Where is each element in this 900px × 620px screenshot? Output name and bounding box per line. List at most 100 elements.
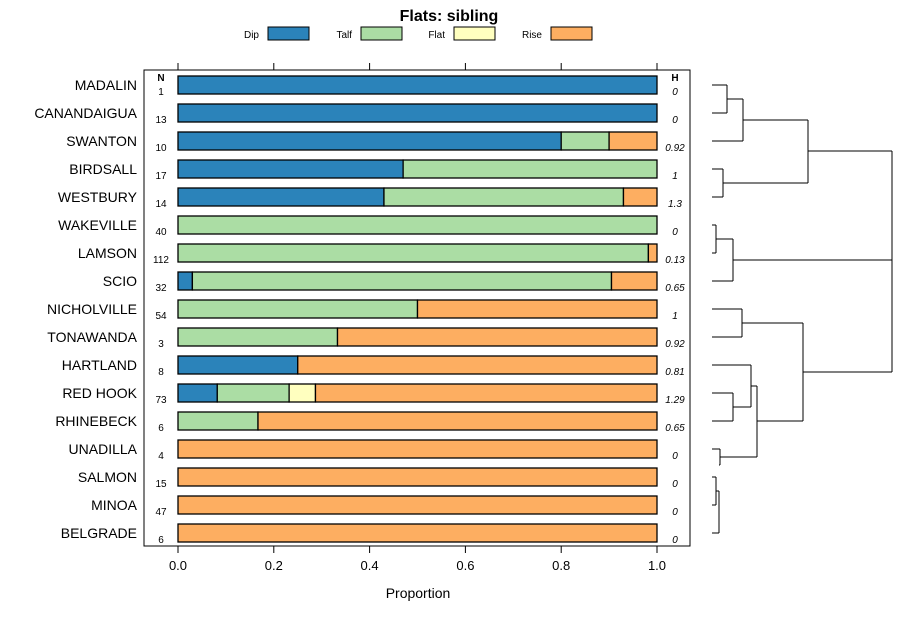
n-value-wakeville: 40 xyxy=(155,227,167,238)
bar-segment-red-hook-dip xyxy=(177,383,218,403)
bar-segment-scio-dip xyxy=(177,271,194,291)
h-value-westbury: 1.3 xyxy=(668,199,682,210)
row-label-minoa: MINOA xyxy=(91,497,138,513)
row-label-salmon: SALMON xyxy=(78,469,137,485)
dendrogram-branch xyxy=(712,448,721,466)
bar-segment-swanton-talf xyxy=(560,131,610,151)
dendrogram-branch xyxy=(712,392,734,422)
row-label-birdsall: BIRDSALL xyxy=(69,161,137,177)
dendrogram-branch xyxy=(808,150,893,260)
bar-segment-madalin-dip xyxy=(177,75,658,95)
dendrogram-branch xyxy=(712,224,717,254)
legend-swatch-rise xyxy=(550,26,593,41)
dendrogram-branch xyxy=(712,238,734,282)
bar-segment-belgrade-rise xyxy=(177,523,658,543)
bar-segment-minoa-rise xyxy=(177,495,658,515)
row-label-wakeville: WAKEVILLE xyxy=(58,217,137,233)
row-label-scio: SCIO xyxy=(103,273,137,289)
bar-segment-rhinebeck-talf xyxy=(177,411,259,431)
x-axis-title: Proportion xyxy=(386,585,451,601)
row-label-unadilla: UNADILLA xyxy=(69,441,138,457)
x-tick-label: 0.8 xyxy=(552,558,570,573)
row-label-belgrade: BELGRADE xyxy=(61,525,137,541)
bar-segment-wakeville-talf xyxy=(177,215,658,235)
row-label-madalin: MADALIN xyxy=(75,77,137,93)
bar-segment-unadilla-rise xyxy=(177,439,658,459)
plot-frame xyxy=(143,69,691,547)
h-value-belgrade: 0 xyxy=(672,535,678,546)
h-value-red-hook: 1.29 xyxy=(665,395,685,406)
n-value-birdsall: 17 xyxy=(155,171,167,182)
bar-segment-swanton-dip xyxy=(177,131,562,151)
legend-label-dip: Dip xyxy=(244,30,259,41)
x-tick-label: 1.0 xyxy=(648,558,666,573)
bar-segment-red-hook-talf xyxy=(216,383,290,403)
n-value-lamson: 112 xyxy=(153,255,169,266)
h-value-rhinebeck: 0.65 xyxy=(665,423,685,434)
bars xyxy=(177,75,658,543)
h-value-tonawanda: 0.92 xyxy=(665,339,685,350)
x-tick-label: 0.4 xyxy=(361,558,379,573)
n-value-nicholville: 54 xyxy=(155,311,167,322)
bar-segment-tonawanda-talf xyxy=(177,327,339,347)
legend-swatch-dip xyxy=(267,26,310,41)
dendrogram-branch xyxy=(712,476,717,506)
bar-segment-scio-rise xyxy=(610,271,658,291)
bar-segment-salmon-rise xyxy=(177,467,658,487)
legend: Dip Talf Flat Rise xyxy=(244,26,593,41)
n-value-red-hook: 73 xyxy=(155,395,167,406)
x-tick-label: 0.2 xyxy=(265,558,283,573)
dendrogram-branch xyxy=(723,119,809,184)
chart-title: Flats: sibling xyxy=(400,8,499,25)
h-value-nicholville: 1 xyxy=(672,311,678,322)
row-label-westbury: WESTBURY xyxy=(58,189,138,205)
bar-segment-red-hook-rise xyxy=(314,383,658,403)
x-tick-label: 0.0 xyxy=(169,558,187,573)
row-label-swanton: SWANTON xyxy=(66,133,137,149)
x-tick-label: 0.6 xyxy=(456,558,474,573)
n-value-tonawanda: 3 xyxy=(158,339,164,350)
n-value-rhinebeck: 6 xyxy=(158,423,164,434)
n-column-header: N xyxy=(157,73,164,84)
h-value-canandaigua: 0 xyxy=(672,115,678,126)
bar-segment-tonawanda-rise xyxy=(336,327,658,347)
row-label-nicholville: NICHOLVILLE xyxy=(47,301,137,317)
h-value-salmon: 0 xyxy=(672,479,678,490)
bar-segment-westbury-dip xyxy=(177,187,385,207)
bar-segment-birdsall-talf xyxy=(402,159,658,179)
bar-segment-rhinebeck-rise xyxy=(257,411,658,431)
h-value-swanton: 0.92 xyxy=(665,143,685,154)
bar-segment-hartland-rise xyxy=(297,355,658,375)
n-value-unadilla: 4 xyxy=(158,451,164,462)
dendrogram-branch xyxy=(712,308,743,338)
bar-segment-scio-talf xyxy=(191,271,613,291)
h-value-lamson: 0.13 xyxy=(665,255,685,266)
row-label-rhinebeck: RHINEBECK xyxy=(55,413,137,429)
x-axis: 0.0 0.2 0.4 0.6 0.8 1.0 xyxy=(169,63,666,573)
n-value-belgrade: 6 xyxy=(158,535,164,546)
legend-swatch-flat xyxy=(453,26,496,41)
n-value-salmon: 15 xyxy=(155,479,167,490)
bar-segment-nicholville-talf xyxy=(177,299,419,319)
bar-segment-westbury-talf xyxy=(383,187,625,207)
bar-segment-lamson-talf xyxy=(177,243,650,263)
n-value-westbury: 14 xyxy=(155,199,167,210)
h-value-wakeville: 0 xyxy=(672,227,678,238)
bar-segment-nicholville-rise xyxy=(416,299,658,319)
n-value-hartland: 8 xyxy=(158,367,164,378)
h-value-minoa: 0 xyxy=(672,507,678,518)
h-value-hartland: 0.81 xyxy=(665,367,684,378)
h-value-madalin: 0 xyxy=(672,87,678,98)
row-label-hartland: HARTLAND xyxy=(62,357,137,373)
row-label-canandaigua: CANANDAIGUA xyxy=(34,105,137,121)
legend-swatch-talf xyxy=(360,26,403,41)
bar-segment-birdsall-dip xyxy=(177,159,404,179)
dendrogram-branch xyxy=(712,364,752,408)
bar-segment-lamson-rise xyxy=(647,243,658,263)
legend-label-flat: Flat xyxy=(428,30,445,41)
row-label-lamson: LAMSON xyxy=(78,245,137,261)
bar-segment-westbury-rise xyxy=(622,187,658,207)
n-value-swanton: 10 xyxy=(155,143,167,154)
row-label-red-hook: RED HOOK xyxy=(62,385,137,401)
